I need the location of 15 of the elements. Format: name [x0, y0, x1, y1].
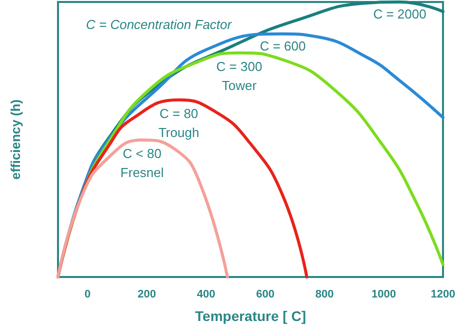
x-tick-label: 1200	[430, 288, 456, 300]
y-axis-title: efficiency (h)	[8, 99, 23, 180]
x-axis-title: Temperature [ C]	[195, 308, 306, 324]
series-label: C = 80 Trough	[158, 106, 200, 140]
annotation: C = Concentration Factor	[86, 17, 232, 32]
series-label: C = 600	[260, 38, 306, 54]
x-tick-label: 1000	[372, 288, 396, 300]
x-tick-label: 600	[256, 288, 274, 300]
x-tick-label: 0	[84, 288, 91, 300]
series-label: C = 300 Tower	[216, 58, 262, 93]
x-tick-label: 800	[315, 288, 334, 300]
series-label: C < 80 Fresnel	[120, 146, 164, 180]
x-tick-label: 400	[196, 288, 216, 300]
series-label: C = 2000	[373, 6, 426, 22]
x-tick-label: 200	[138, 288, 156, 300]
